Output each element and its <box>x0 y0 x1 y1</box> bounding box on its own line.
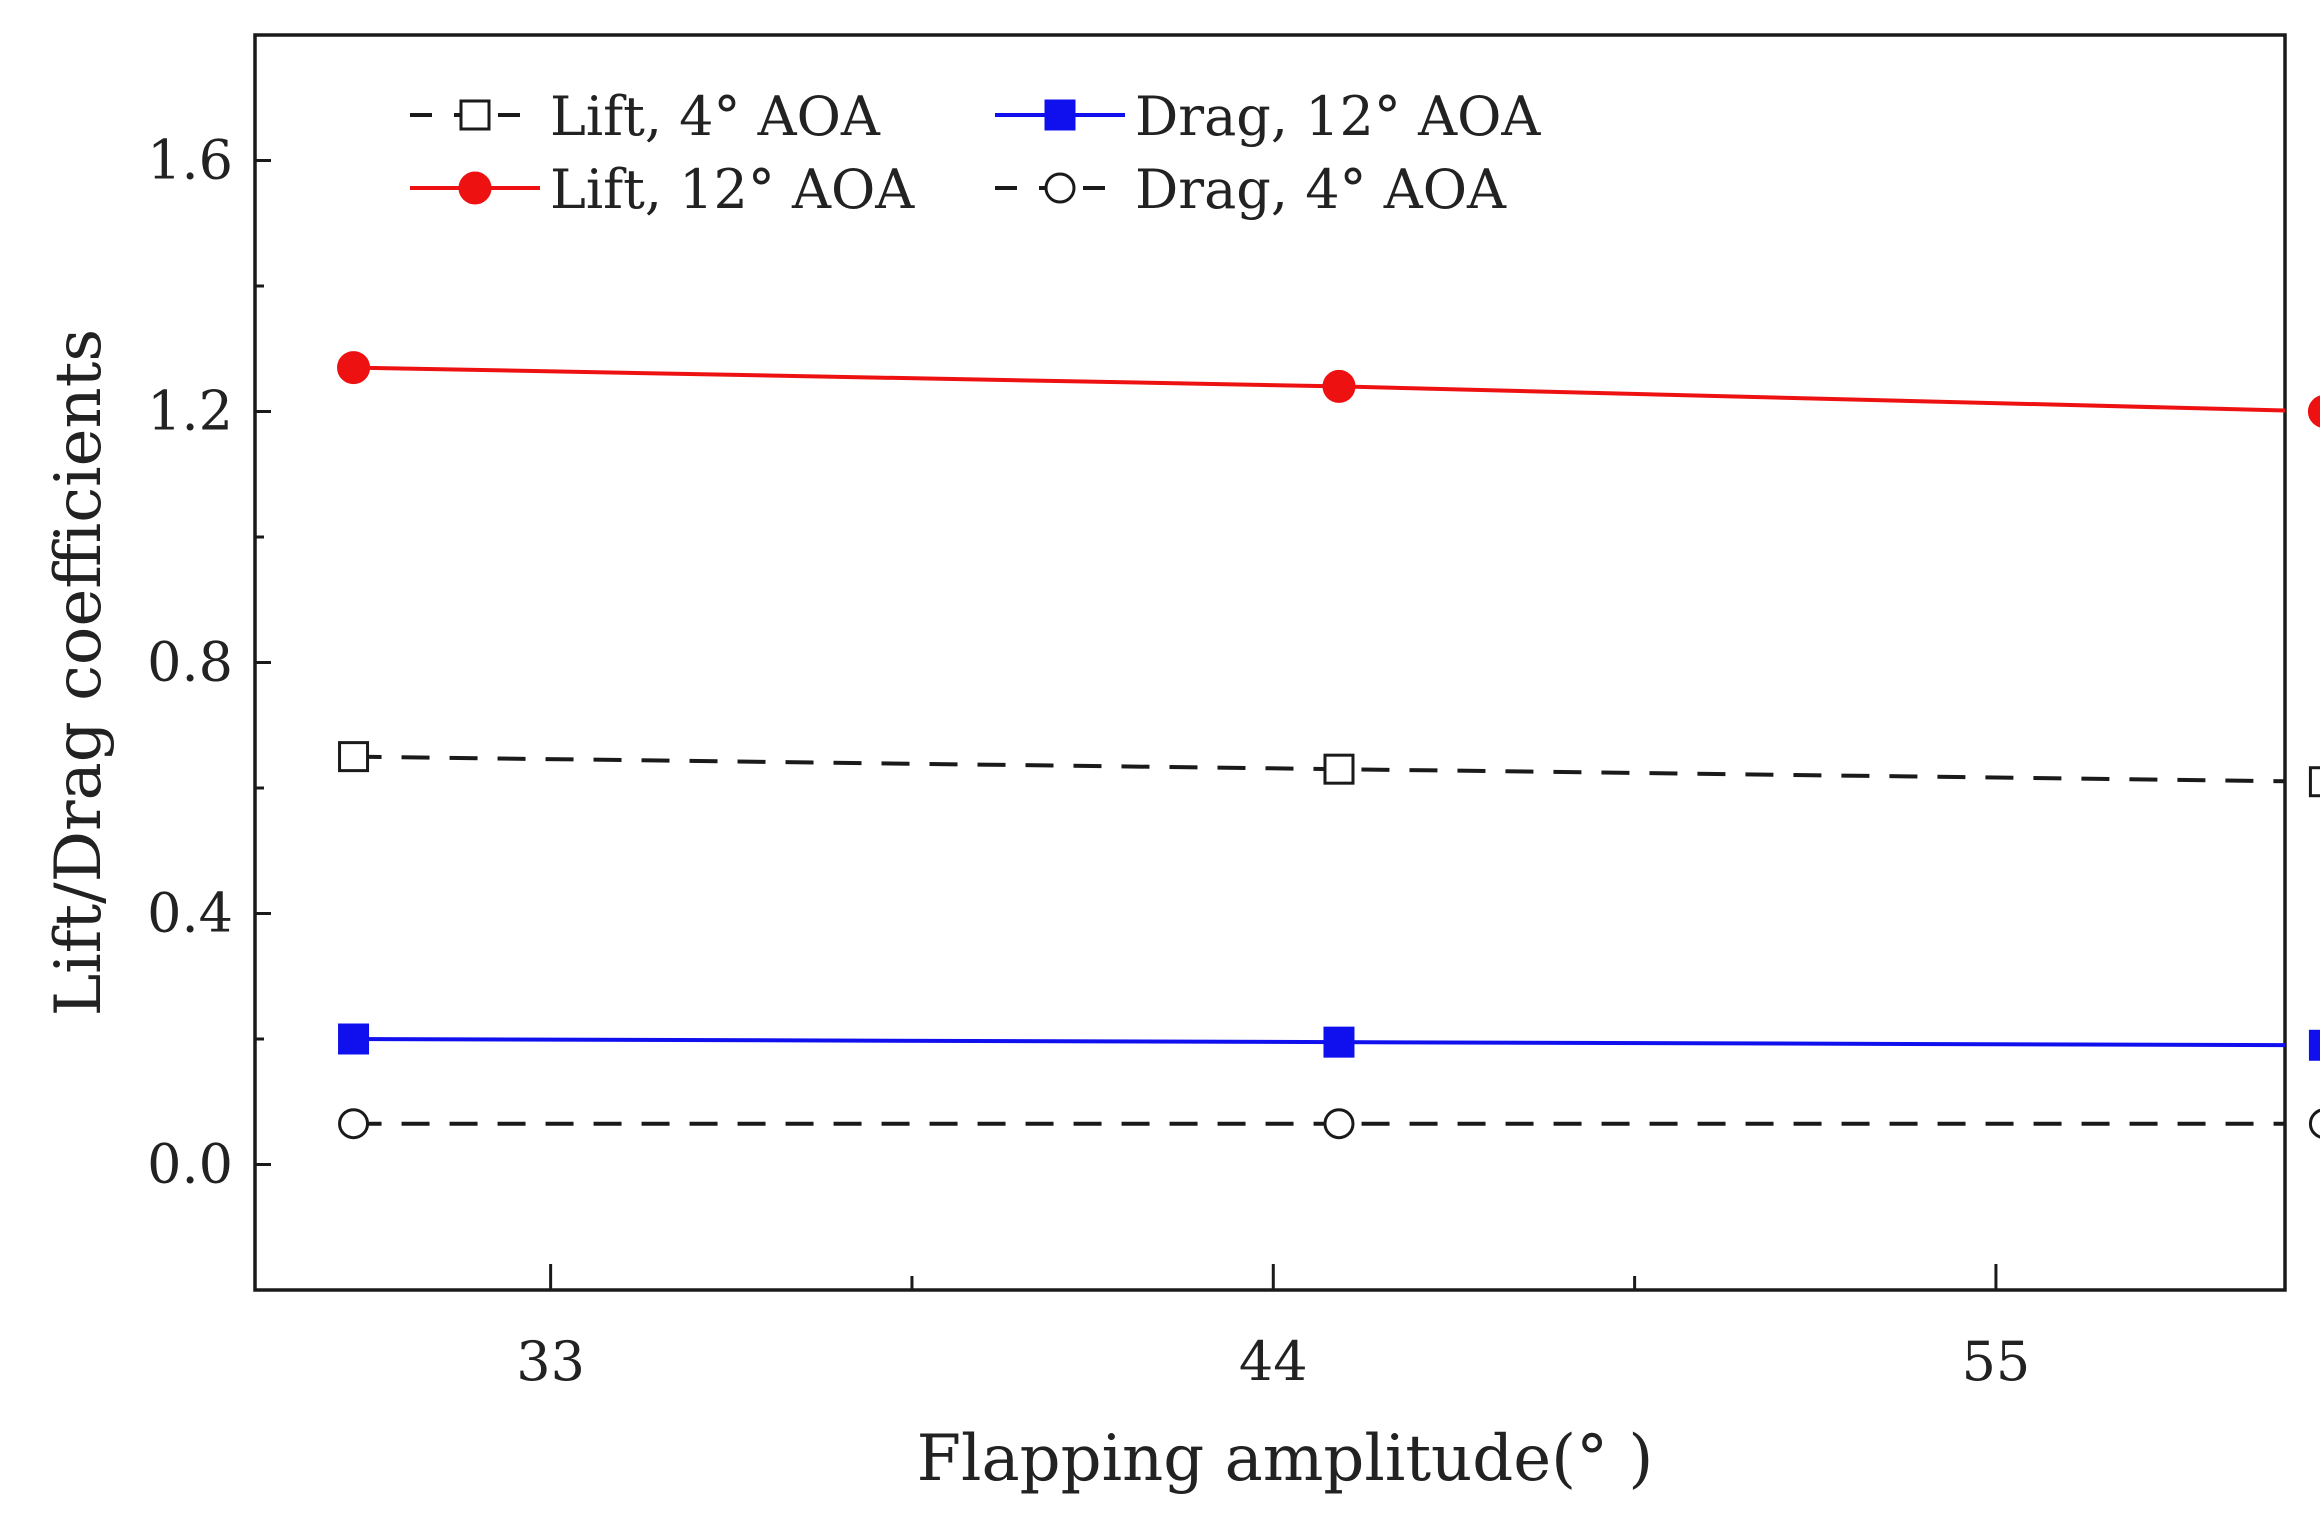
x-axis-title: Flapping amplitude(° ) <box>917 1422 1654 1496</box>
legend-marker-1 <box>458 171 492 205</box>
data-point-series-0 <box>2308 766 2320 798</box>
y-tick-label: 0.0 <box>147 1133 233 1196</box>
data-point-series-1 <box>2307 395 2320 428</box>
legend-label: Drag, 12° AOA <box>1135 85 1541 148</box>
legend-marker-0 <box>459 99 491 131</box>
data-point-series-2 <box>1323 1026 1355 1058</box>
data-point-series-1 <box>337 351 371 385</box>
y-tick-label: 0.4 <box>147 882 233 945</box>
legend-label: Lift, 12° AOA <box>550 158 915 221</box>
y-tick-label: 1.2 <box>147 380 233 443</box>
data-point-series-2 <box>2308 1029 2320 1061</box>
legend-marker-2 <box>1044 99 1076 131</box>
y-tick-label: 1.6 <box>147 129 233 192</box>
x-tick-label: 33 <box>516 1330 585 1393</box>
y-tick-label: 0.8 <box>147 631 233 694</box>
data-point-series-0 <box>338 741 370 773</box>
plot-area: 0.0 0.4 0.8 1.2 1.6 33 44 55 Flapping amplitude(… <box>42 33 2320 1496</box>
x-tick-label: 44 <box>1239 1330 1308 1393</box>
legend-marker-3 <box>1044 172 1076 204</box>
data-point-series-1 <box>1322 369 1356 403</box>
y-axis-title: Lift/Drag coefficients <box>42 329 116 1016</box>
data-point-series-2 <box>338 1023 370 1055</box>
data-point-series-0 <box>1323 753 1355 785</box>
data-point-series-3 <box>2308 1108 2320 1139</box>
x-tick-label: 55 <box>1962 1330 2031 1393</box>
data-point-series-3 <box>338 1108 370 1140</box>
legend-label: Drag, 4° AOA <box>1135 158 1507 221</box>
plot-frame <box>253 33 2287 1292</box>
data-point-series-3 <box>1323 1108 1355 1140</box>
legend-label: Lift, 4° AOA <box>550 85 881 148</box>
